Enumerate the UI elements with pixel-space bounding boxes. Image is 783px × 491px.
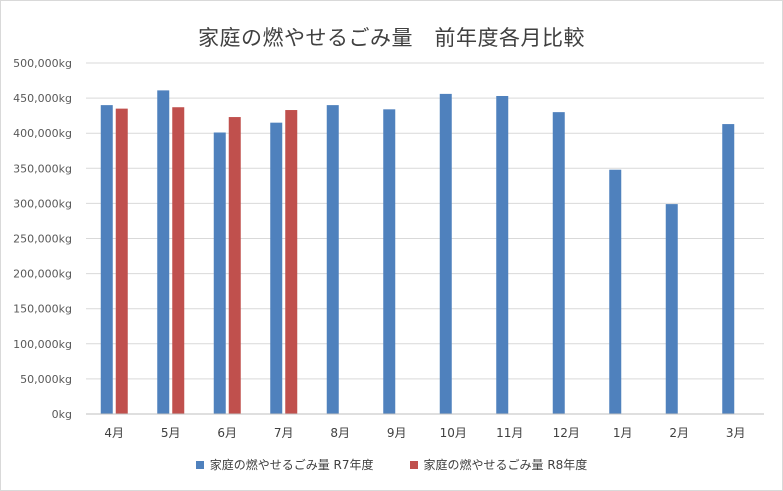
x-tick-label: 9月 — [387, 426, 407, 440]
bar-series-0-3 — [270, 122, 283, 415]
bar-series-1-1 — [172, 107, 185, 414]
y-tick-label: 50,000kg — [20, 373, 72, 386]
bar-series-1-0 — [115, 108, 128, 414]
x-tick-label: 11月 — [496, 426, 523, 440]
bar-series-1-2 — [228, 117, 241, 414]
chart-title: 家庭の燃やせるごみ量 前年度各月比較 — [198, 26, 585, 50]
y-tick-label: 0kg — [52, 408, 72, 421]
x-tick-label: 4月 — [104, 426, 124, 440]
x-tick-label: 10月 — [440, 426, 467, 440]
x-tick-label: 7月 — [274, 426, 294, 440]
x-tick-label: 3月 — [726, 426, 746, 440]
y-tick-label: 400,000kg — [13, 127, 72, 140]
x-tick-label: 2月 — [669, 426, 689, 440]
x-tick-label: 1月 — [613, 426, 633, 440]
bar-series-0-8 — [552, 112, 565, 414]
legend-swatch-r8 — [409, 460, 418, 469]
y-tick-label: 350,000kg — [13, 162, 72, 175]
bar-series-0-10 — [665, 204, 678, 414]
y-tick-label: 300,000kg — [13, 197, 72, 210]
y-tick-label: 450,000kg — [13, 92, 72, 105]
bar-series-0-2 — [213, 132, 226, 415]
legend-swatch-r7 — [195, 460, 204, 469]
bar-series-0-11 — [722, 124, 735, 414]
y-tick-label: 500,000kg — [13, 57, 72, 70]
bar-series-0-5 — [383, 109, 396, 414]
bar-series-1-3 — [285, 110, 298, 414]
x-tick-label: 8月 — [330, 426, 350, 440]
y-tick-label: 150,000kg — [13, 303, 72, 316]
bar-series-0-7 — [496, 95, 509, 414]
bar-series-0-9 — [609, 169, 622, 414]
x-tick-label: 12月 — [553, 426, 580, 440]
y-tick-label: 200,000kg — [13, 268, 72, 281]
bar-series-0-1 — [157, 90, 170, 415]
legend-label-r7: 家庭の燃やせるごみ量 R7年度 — [209, 458, 374, 472]
legend: 家庭の燃やせるごみ量 R7年度 家庭の燃やせるごみ量 R8年度 — [0, 456, 783, 473]
legend-item-r8: 家庭の燃やせるごみ量 R8年度 — [409, 456, 588, 473]
legend-label-r8: 家庭の燃やせるごみ量 R8年度 — [423, 458, 588, 472]
bar-series-0-0 — [100, 105, 113, 415]
bar-series-0-6 — [439, 93, 452, 414]
y-tick-label: 100,000kg — [13, 338, 72, 351]
bar-series-0-4 — [326, 105, 339, 415]
y-tick-label: 250,000kg — [13, 233, 72, 246]
legend-item-r7: 家庭の燃やせるごみ量 R7年度 — [195, 456, 374, 473]
x-tick-label: 6月 — [217, 426, 237, 440]
x-tick-label: 5月 — [161, 426, 181, 440]
